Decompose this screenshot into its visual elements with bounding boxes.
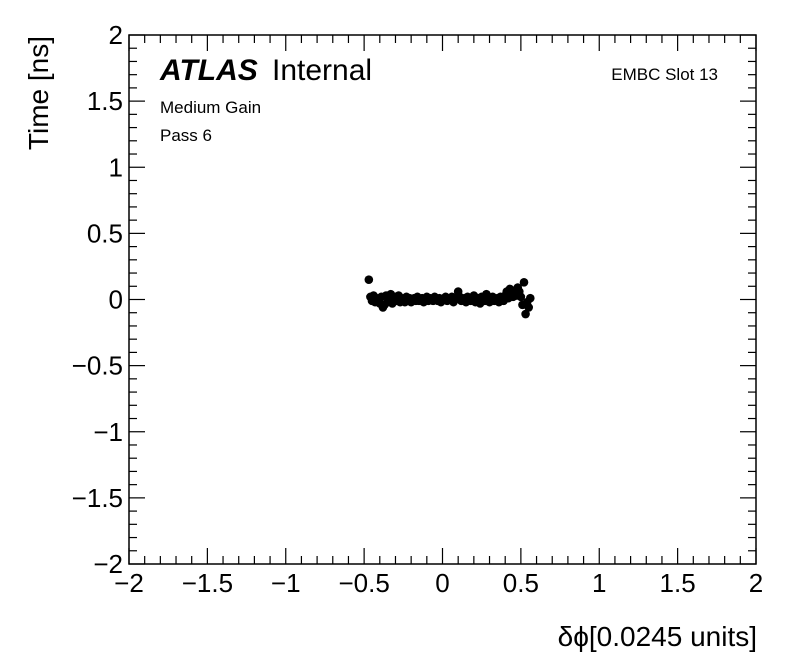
data-point — [524, 303, 534, 312]
y-axis-title: Time [ns] — [23, 36, 54, 150]
y-tick-label: −1 — [93, 417, 123, 447]
data-point — [516, 292, 526, 302]
data-point — [364, 275, 374, 284]
slot-label: EMBC Slot 13 — [611, 65, 718, 84]
x-tick-label: 2 — [749, 568, 763, 598]
pass-label: Pass 6 — [160, 126, 212, 145]
x-tick-label: 0.5 — [503, 568, 539, 598]
data-point — [519, 278, 529, 287]
y-tick-label: 1.5 — [87, 86, 123, 116]
data-point — [521, 309, 530, 319]
atlas-label: ATLAS — [159, 54, 258, 87]
y-tick-label: 0.5 — [87, 218, 123, 248]
x-tick-label: −2 — [114, 568, 144, 598]
x-axis-tick-labels: −2 −1.5 −1 −0.5 0 0.5 1 1.5 2 — [114, 568, 763, 598]
x-tick-label: 1 — [592, 568, 606, 598]
data-point — [525, 293, 535, 303]
y-tick-label: 1 — [109, 152, 123, 182]
internal-label: Internal — [272, 54, 372, 87]
y-tick-label: 0 — [109, 285, 123, 315]
data-points — [364, 275, 535, 319]
y-tick-label: −0.5 — [72, 351, 123, 381]
x-tick-label: 1.5 — [660, 568, 696, 598]
x-axis-title: δϕ[0.0245 units] — [558, 621, 757, 652]
x-tick-label: −1 — [271, 568, 301, 598]
y-axis-tick-labels: −2 −1.5 −1 −0.5 0 0.5 1 1.5 2 — [72, 20, 123, 579]
y-tick-label: 2 — [109, 20, 123, 50]
y-tick-label: −1.5 — [72, 483, 123, 513]
x-tick-label: 0 — [435, 568, 449, 598]
gain-label: Medium Gain — [160, 98, 261, 117]
y-tick-label: −2 — [93, 549, 123, 579]
x-tick-label: −1.5 — [182, 568, 233, 598]
x-tick-label: −0.5 — [338, 568, 389, 598]
axis-ticks — [128, 34, 757, 565]
